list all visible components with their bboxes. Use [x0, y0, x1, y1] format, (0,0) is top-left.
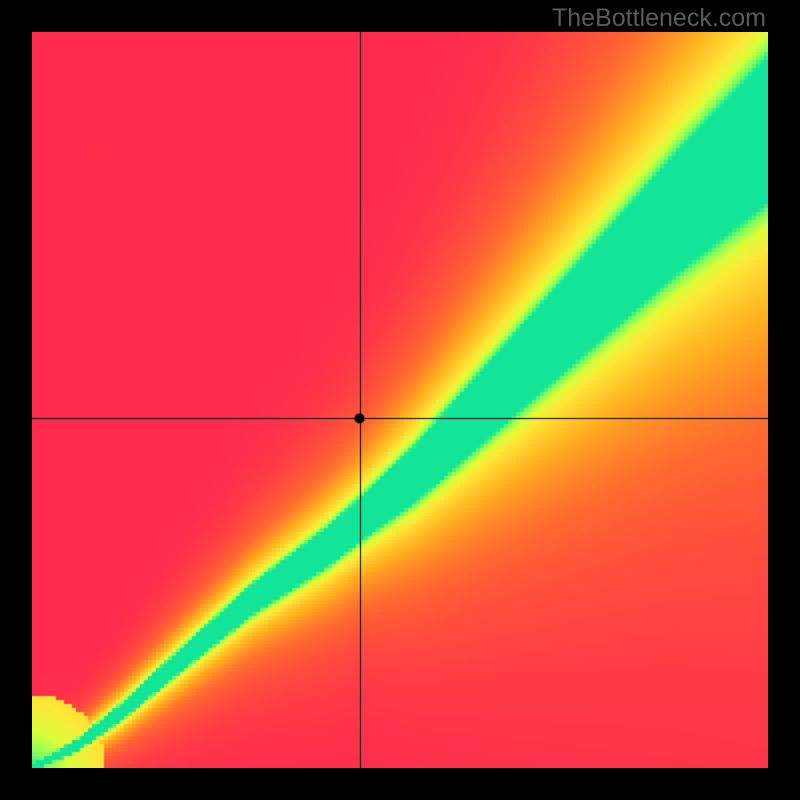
watermark-text: TheBottleneck.com	[552, 4, 766, 33]
bottleneck-heatmap	[32, 32, 768, 768]
chart-container: TheBottleneck.com	[0, 0, 800, 800]
